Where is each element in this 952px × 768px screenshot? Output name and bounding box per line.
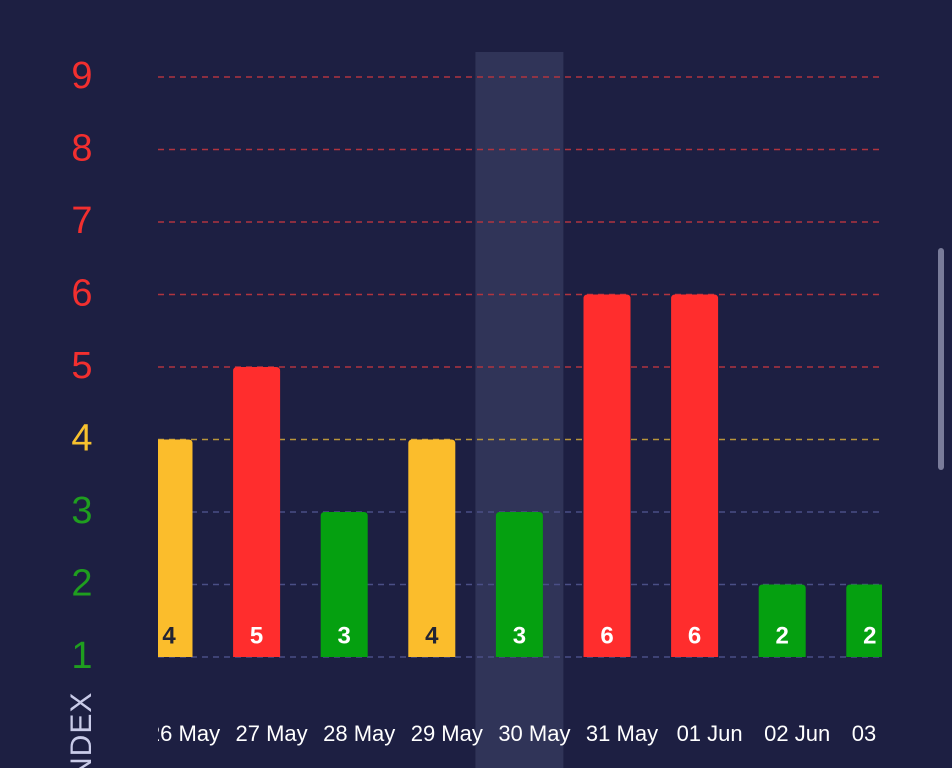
bar-group-2[interactable]: 3 xyxy=(320,512,368,657)
bar-group-8[interactable]: 2 xyxy=(846,584,893,658)
y-tick-label-4: 4 xyxy=(71,418,92,460)
x-tick-label: 01 Jun xyxy=(677,721,743,746)
y-tick-label-6: 6 xyxy=(71,273,92,315)
bar-group-7[interactable]: 2 xyxy=(758,584,806,658)
bar-01-jun[interactable] xyxy=(671,294,719,658)
bar-value-label: 6 xyxy=(600,622,613,649)
x-tick-label: 30 May xyxy=(498,721,570,746)
bar-group-1[interactable]: 5 xyxy=(233,367,281,657)
x-tick-label: 28 May xyxy=(323,721,395,746)
bar-03-jun[interactable] xyxy=(846,584,893,658)
bar-31-may[interactable] xyxy=(583,294,631,658)
y-tick-label-1: 1 xyxy=(71,635,92,677)
x-tick-label: 03 Jun xyxy=(852,721,918,746)
bar-group-3[interactable]: 4 xyxy=(408,439,456,658)
bar-group-6[interactable]: 6 xyxy=(671,294,719,658)
x-tick-label: 31 May xyxy=(586,721,658,746)
bar-30-may[interactable] xyxy=(495,512,543,657)
y-tick-label-2: 2 xyxy=(71,563,92,605)
bar-29-may[interactable] xyxy=(408,439,456,658)
bar-group-4[interactable]: 3 xyxy=(495,512,543,657)
bar-value-label: 5 xyxy=(250,622,263,649)
y-tick-label-7: 7 xyxy=(71,200,92,242)
bar-group-0[interactable]: 4 xyxy=(146,439,193,658)
bar-26-may[interactable] xyxy=(146,439,193,658)
y-axis-title: INDEX xyxy=(65,691,98,768)
bar-value-label: 2 xyxy=(776,622,789,649)
bar-value-label: 3 xyxy=(513,622,526,649)
bar-28-may[interactable] xyxy=(320,512,368,657)
bar-02-jun[interactable] xyxy=(758,584,806,658)
bar-value-label: 4 xyxy=(425,622,439,649)
bar-group-5[interactable]: 6 xyxy=(583,294,631,658)
x-tick-label: 26 May xyxy=(148,721,220,746)
y-tick-label-5: 5 xyxy=(71,345,92,387)
y-tick-label-3: 3 xyxy=(71,490,92,532)
bar-value-label: 2 xyxy=(863,622,876,649)
y-tick-label-8: 8 xyxy=(71,128,92,170)
x-tick-label: 02 Jun xyxy=(764,721,830,746)
bar-value-label: 3 xyxy=(338,622,351,649)
vertical-scrollbar[interactable] xyxy=(938,248,944,470)
bar-27-may[interactable] xyxy=(233,367,281,657)
x-tick-label: 27 May xyxy=(236,721,308,746)
x-tick-label: 29 May xyxy=(411,721,483,746)
selected-day-highlight xyxy=(475,52,564,768)
bar-value-label: 4 xyxy=(162,622,176,649)
bar-value-label: 6 xyxy=(688,622,701,649)
y-tick-label-9: 9 xyxy=(71,55,92,97)
